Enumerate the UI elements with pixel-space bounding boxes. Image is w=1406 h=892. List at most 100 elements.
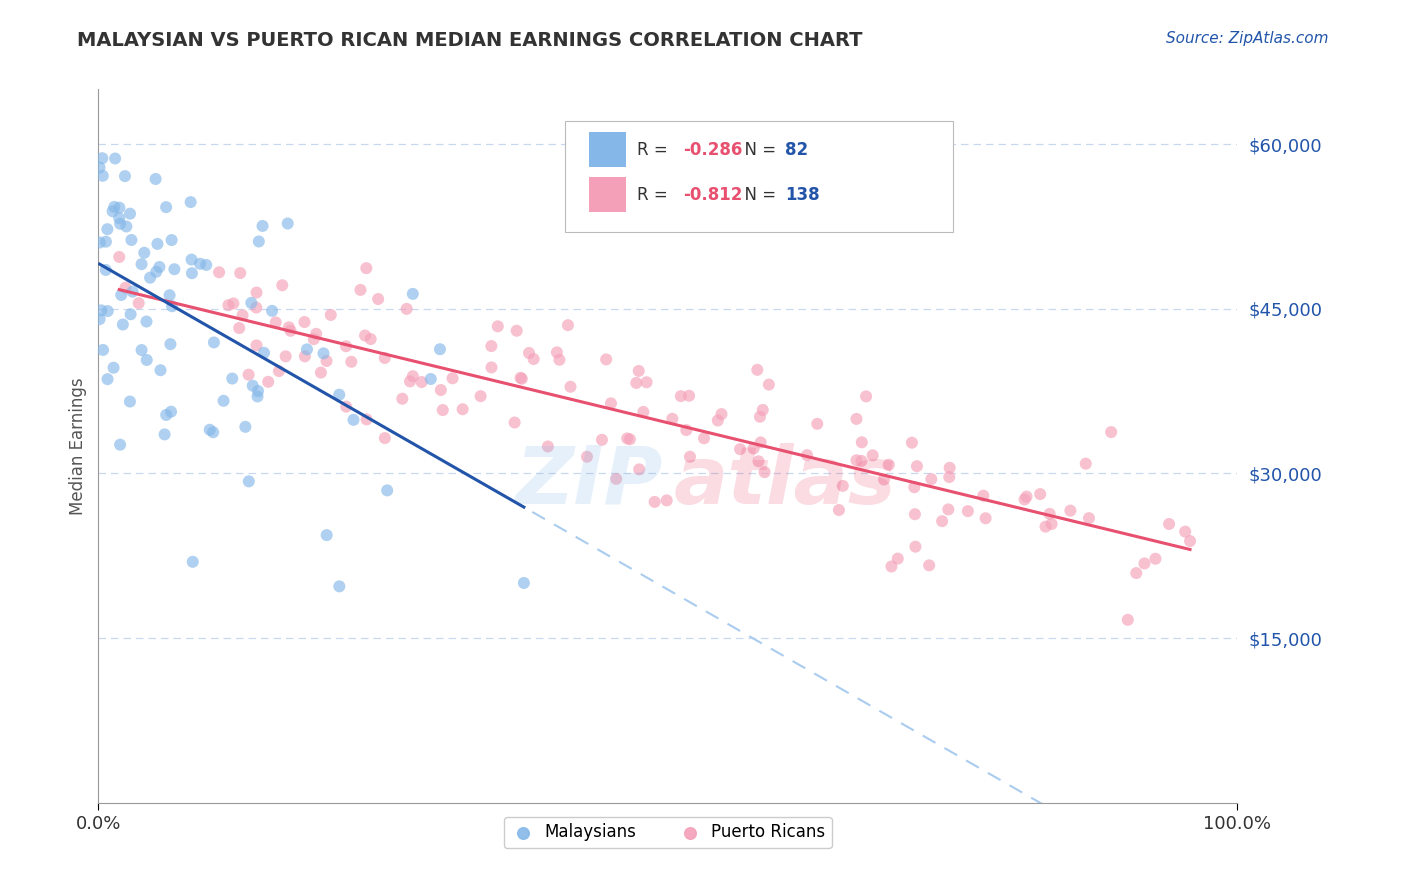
Point bbox=[139, 270, 162, 285]
Point bbox=[591, 433, 613, 447]
Point bbox=[845, 453, 868, 467]
Point bbox=[97, 304, 120, 318]
Point bbox=[180, 266, 202, 280]
Point bbox=[505, 324, 527, 338]
Point bbox=[159, 337, 181, 351]
Point bbox=[470, 389, 492, 403]
Point bbox=[315, 528, 337, 542]
Point bbox=[148, 260, 170, 274]
Point bbox=[451, 402, 474, 417]
Point bbox=[1074, 457, 1097, 471]
Point bbox=[163, 262, 186, 277]
Point bbox=[217, 298, 239, 312]
Point bbox=[669, 389, 692, 403]
Point bbox=[855, 389, 877, 403]
Point bbox=[678, 389, 700, 403]
Point bbox=[619, 432, 641, 446]
Point bbox=[335, 400, 357, 414]
Point bbox=[91, 151, 114, 165]
Point bbox=[675, 423, 697, 437]
Point bbox=[198, 423, 221, 437]
Point bbox=[728, 442, 751, 457]
Point bbox=[655, 493, 678, 508]
Point bbox=[918, 558, 941, 573]
Point bbox=[134, 245, 156, 260]
Point bbox=[212, 393, 235, 408]
Point bbox=[751, 403, 773, 417]
Point bbox=[1178, 534, 1201, 549]
Point bbox=[796, 448, 818, 462]
Text: 82: 82 bbox=[785, 141, 808, 159]
Point bbox=[862, 448, 884, 462]
Point bbox=[931, 514, 953, 528]
Text: 138: 138 bbox=[785, 186, 820, 203]
Point bbox=[180, 195, 202, 210]
Point bbox=[221, 371, 243, 385]
Point bbox=[633, 405, 655, 419]
Point bbox=[595, 352, 617, 367]
Y-axis label: Median Earnings: Median Earnings bbox=[69, 377, 87, 515]
Point bbox=[710, 407, 733, 421]
Point bbox=[104, 152, 127, 166]
Point bbox=[537, 440, 560, 454]
Point bbox=[349, 283, 371, 297]
Point bbox=[264, 315, 287, 329]
Point bbox=[693, 431, 716, 445]
Point bbox=[806, 417, 828, 431]
Text: MALAYSIAN VS PUERTO RICAN MEDIAN EARNINGS CORRELATION CHART: MALAYSIAN VS PUERTO RICAN MEDIAN EARNING… bbox=[77, 31, 863, 50]
Point bbox=[103, 200, 125, 214]
Point bbox=[242, 378, 264, 392]
Point bbox=[231, 308, 253, 322]
Point bbox=[312, 346, 335, 360]
Point bbox=[91, 343, 114, 357]
Point bbox=[938, 460, 960, 475]
Point bbox=[253, 346, 276, 360]
Point bbox=[131, 257, 153, 271]
Point bbox=[486, 319, 509, 334]
Point bbox=[974, 511, 997, 525]
Point bbox=[636, 376, 658, 390]
Text: N =: N = bbox=[734, 186, 782, 203]
Point bbox=[479, 339, 502, 353]
Point bbox=[101, 204, 124, 219]
Point bbox=[108, 250, 131, 264]
Point bbox=[1099, 425, 1122, 439]
Point bbox=[94, 263, 117, 277]
Text: -0.812: -0.812 bbox=[683, 186, 742, 203]
Point bbox=[510, 372, 533, 386]
Point bbox=[188, 257, 211, 271]
Point bbox=[880, 559, 903, 574]
Text: atlas: atlas bbox=[673, 442, 896, 521]
Point bbox=[402, 369, 425, 384]
Point bbox=[245, 338, 267, 352]
Point bbox=[294, 350, 316, 364]
Point bbox=[509, 371, 531, 385]
Point bbox=[605, 472, 627, 486]
Point bbox=[245, 301, 267, 315]
Text: N =: N = bbox=[734, 141, 782, 159]
Point bbox=[395, 301, 418, 316]
Point bbox=[118, 207, 141, 221]
Point bbox=[131, 343, 153, 357]
Point bbox=[1035, 519, 1057, 533]
Text: Source: ZipAtlas.com: Source: ZipAtlas.com bbox=[1166, 31, 1329, 46]
Point bbox=[360, 332, 382, 346]
Point bbox=[247, 384, 270, 398]
Point bbox=[828, 503, 851, 517]
Point bbox=[114, 280, 136, 294]
Point bbox=[120, 233, 142, 247]
Point bbox=[1059, 503, 1081, 517]
Point bbox=[905, 459, 928, 474]
Point bbox=[758, 377, 780, 392]
Point bbox=[328, 579, 350, 593]
Point bbox=[108, 438, 131, 452]
Point bbox=[546, 345, 568, 359]
Text: R =: R = bbox=[637, 141, 673, 159]
Point bbox=[873, 473, 896, 487]
Point bbox=[1078, 511, 1101, 525]
Point bbox=[160, 233, 183, 247]
Point bbox=[114, 169, 136, 183]
Point bbox=[616, 431, 638, 445]
Point bbox=[328, 387, 350, 401]
Point bbox=[115, 219, 138, 234]
